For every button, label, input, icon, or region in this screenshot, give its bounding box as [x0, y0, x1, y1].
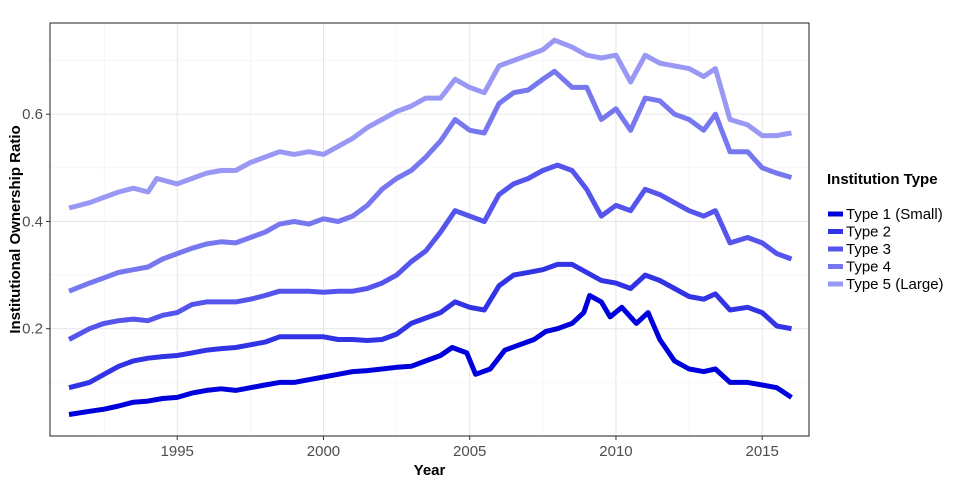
- y-axis: 0.2 0.4 0.6: [22, 106, 50, 338]
- plot-panel-border: [49, 22, 810, 437]
- legend-label-2: Type 2: [846, 224, 891, 241]
- legend: Institution Type Type 1 (Small)Type 2Typ…: [827, 171, 944, 293]
- x-tick-label: 2000: [307, 443, 340, 460]
- legend-title: Institution Type: [827, 171, 938, 188]
- x-tick-label: 2010: [599, 443, 632, 460]
- legend-label-5: Type 5 (Large): [846, 276, 944, 293]
- series-line-3: [67, 162, 793, 342]
- series-line-5: [68, 37, 792, 211]
- x-tick-label: 2015: [746, 443, 779, 460]
- grid-lines: [50, 23, 809, 436]
- series-line-1: [68, 293, 793, 417]
- x-tick-label: 1995: [161, 443, 194, 460]
- series-line-4: [68, 68, 793, 294]
- series-lines: [67, 37, 793, 417]
- legend-label-1: Type 1 (Small): [846, 206, 943, 223]
- legend-label-3: Type 3: [846, 241, 891, 258]
- legend-label-4: Type 4: [846, 259, 891, 276]
- x-axis: 1995 2000 2005 2010 2015: [161, 436, 779, 460]
- x-axis-title: Year: [414, 462, 446, 479]
- y-tick-label: 0.4: [22, 213, 43, 230]
- y-tick-label: 0.2: [22, 321, 43, 338]
- series-line-2: [68, 261, 792, 391]
- x-tick-label: 2005: [453, 443, 486, 460]
- y-tick-label: 0.6: [22, 106, 43, 123]
- y-axis-title: Institutional Ownership Ratio: [7, 125, 24, 333]
